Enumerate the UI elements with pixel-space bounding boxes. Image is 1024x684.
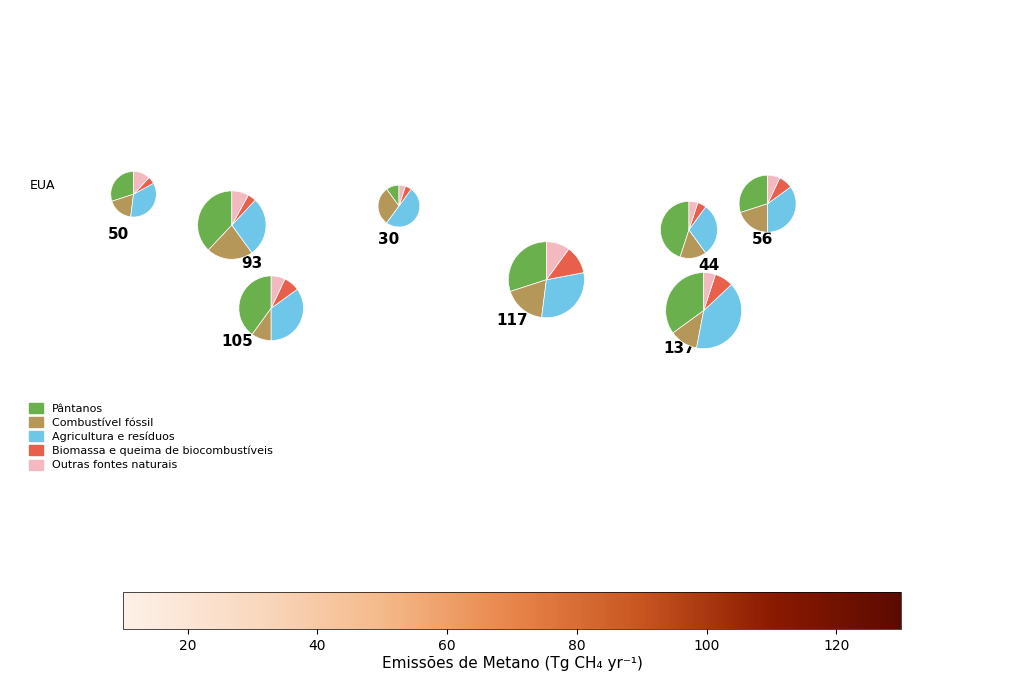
Text: EUA: EUA — [30, 179, 55, 192]
Text: 93: 93 — [241, 256, 262, 271]
Text: 137: 137 — [664, 341, 695, 356]
Text: Emissões de Metano (Tg CH₄ yr⁻¹): Emissões de Metano (Tg CH₄ yr⁻¹) — [382, 656, 642, 671]
Text: 117: 117 — [497, 313, 527, 328]
Text: 56: 56 — [752, 232, 773, 247]
Text: 50: 50 — [109, 227, 129, 242]
Text: 44: 44 — [698, 258, 719, 273]
Text: 105: 105 — [221, 334, 253, 349]
Text: 30: 30 — [379, 232, 399, 247]
Legend: Pântanos, Combustível fóssil, Agricultura e resíduos, Biomassa e queima de bioco: Pântanos, Combustível fóssil, Agricultur… — [26, 400, 275, 474]
